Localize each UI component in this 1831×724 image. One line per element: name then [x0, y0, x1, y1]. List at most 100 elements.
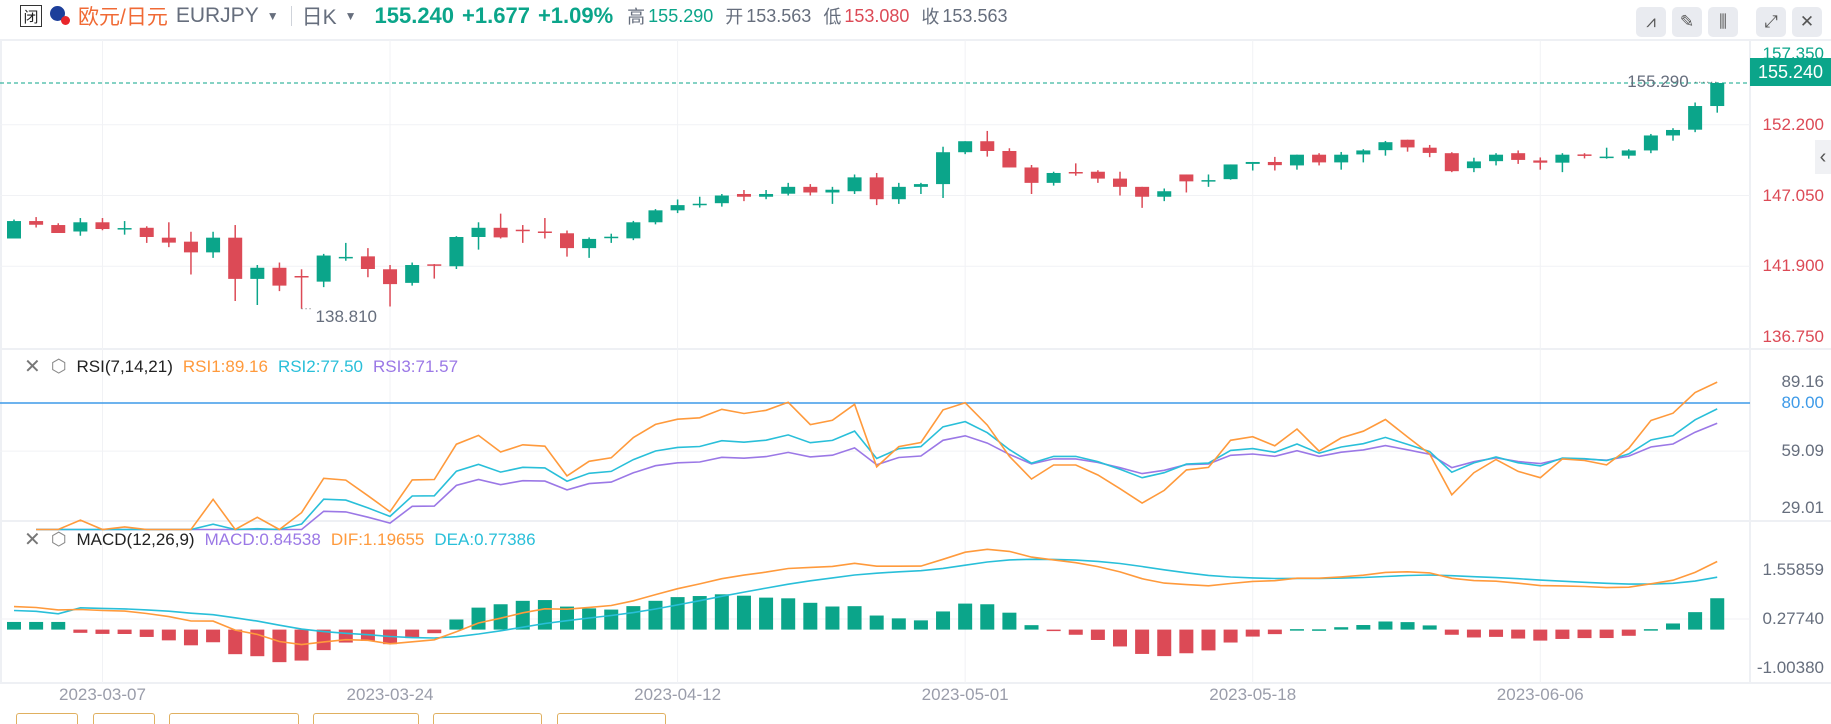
macd-legend: ✕ ⬡ MACD(12,26,9) MACD:0.84538 DIF:1.196… [24, 527, 546, 552]
rsi-axis-label: 89.16 [1781, 371, 1824, 391]
candle-up [582, 238, 597, 249]
macd-histogram-bar [1466, 629, 1481, 638]
macd-histogram-bar [139, 629, 154, 637]
remove-macd-icon[interactable]: ✕ [24, 529, 41, 551]
candle-down [360, 256, 375, 269]
pencil-icon: ✎ [1679, 12, 1695, 31]
dif-line [13, 548, 1718, 646]
date-axis-label: 2023-04-12 [634, 685, 722, 704]
macd-histogram-bar [1643, 629, 1658, 631]
open-label: 开 [725, 7, 744, 27]
candle-down [1422, 147, 1437, 153]
candle-down [736, 193, 751, 197]
candle-up [1688, 106, 1703, 130]
macd-histogram-bar [95, 629, 110, 634]
bottom-tab-5[interactable] [433, 713, 542, 724]
macd-histogram-bar [316, 629, 331, 651]
rsi-settings-icon[interactable]: ⬡ [50, 356, 67, 376]
symbol-dropdown-caret-icon[interactable]: ▼ [266, 9, 279, 23]
bottom-tab-4[interactable] [313, 713, 419, 724]
candle-down [272, 267, 287, 286]
remove-rsi-icon[interactable]: ✕ [24, 356, 41, 378]
fullscreen-button[interactable]: ⤢ [1756, 7, 1786, 37]
candle-up [825, 189, 840, 193]
candle-up [714, 195, 729, 204]
candle-up [759, 193, 774, 197]
instrument-symbol[interactable]: EURJPY [175, 4, 259, 27]
period-dropdown-caret-icon[interactable]: ▼ [344, 9, 357, 23]
dea-value: DEA:0.77386 [434, 529, 536, 549]
header-divider [290, 6, 292, 26]
bottom-tab-1[interactable] [16, 713, 78, 724]
macd-histogram-bar [1378, 621, 1393, 630]
candle-up [338, 256, 353, 259]
macd-histogram-bar [471, 607, 486, 630]
draw-button[interactable]: ✎ [1672, 7, 1702, 37]
price-change: +1.677 [462, 3, 530, 28]
candle-up [604, 236, 619, 239]
macd-histogram-bar [1400, 622, 1415, 630]
candle-up [626, 222, 641, 239]
dea-line [13, 558, 1718, 639]
macd-histogram-bar [161, 629, 176, 641]
macd-histogram-bar [803, 602, 818, 630]
high-value: 155.290 [648, 5, 714, 26]
close-value: 153.563 [942, 5, 1008, 26]
dif-value: DIF:1.19655 [330, 529, 425, 549]
chart-type-button[interactable]: ⫼ [1708, 7, 1738, 37]
macd-histogram-bar [206, 629, 221, 643]
candle-up [1489, 154, 1504, 162]
bottom-tab-2[interactable] [93, 713, 155, 724]
low-label: 低 [823, 7, 842, 27]
candle-down [1113, 178, 1127, 187]
open-value: 153.563 [746, 5, 812, 26]
macd-histogram-bar [604, 609, 619, 630]
collapse-sidebar-button[interactable]: ‹ [1815, 140, 1831, 174]
period-selector[interactable]: 日K [301, 6, 337, 29]
macd-histogram-bar [980, 604, 995, 630]
candle-up [471, 227, 486, 237]
candle-up [1157, 191, 1172, 197]
candle-up [1621, 150, 1636, 156]
instrument-name[interactable]: 欧元/日元 [78, 6, 168, 29]
macd-histogram-bar [117, 629, 132, 634]
bottom-tab-6[interactable] [557, 713, 666, 724]
macd-histogram-bar [692, 596, 707, 630]
candle-up [1201, 180, 1216, 182]
macd-histogram-bar [1113, 629, 1127, 647]
price-axis-label: 147.050 [1762, 185, 1824, 205]
macd-settings-icon[interactable]: ⬡ [50, 529, 67, 549]
macd-histogram-bar [449, 619, 464, 630]
candle-down [183, 241, 198, 253]
macd-histogram-bar [847, 606, 862, 630]
macd-histogram-bar [1289, 629, 1304, 631]
macd-histogram-bar [1002, 612, 1017, 630]
candle-down [1024, 167, 1039, 183]
date-axis-label: 2023-06-06 [1496, 685, 1584, 704]
candle-down [29, 221, 44, 225]
macd-histogram-bar [1599, 629, 1614, 639]
candle-down [383, 269, 398, 285]
rsi-axis-label: 29.01 [1781, 498, 1824, 517]
macd-histogram-bar [73, 629, 88, 633]
low-marker-label: 138.810 [315, 306, 377, 326]
macd-histogram-bar [626, 606, 641, 630]
candle-down [1312, 154, 1327, 163]
candle-up [1710, 82, 1725, 107]
candle-up [958, 141, 973, 153]
date-axis-label: 2023-03-07 [58, 685, 146, 704]
macd-histogram-bar [183, 629, 198, 646]
bottom-tab-3[interactable] [169, 713, 299, 724]
macd-histogram-bar [648, 600, 663, 630]
candle-down [1135, 186, 1150, 197]
candle-down [1267, 161, 1282, 166]
indicator-button[interactable]: ⩘ [1636, 7, 1666, 37]
macd-axis-label: -1.00380 [1756, 657, 1824, 677]
candle-down [294, 276, 309, 278]
macd-axis-label: 0.27740 [1762, 608, 1824, 628]
macd-histogram-bar [1666, 623, 1680, 630]
macd-histogram-bar [1555, 629, 1570, 639]
macd-histogram-bar [272, 629, 287, 663]
close-button[interactable]: ✕ [1792, 7, 1822, 37]
